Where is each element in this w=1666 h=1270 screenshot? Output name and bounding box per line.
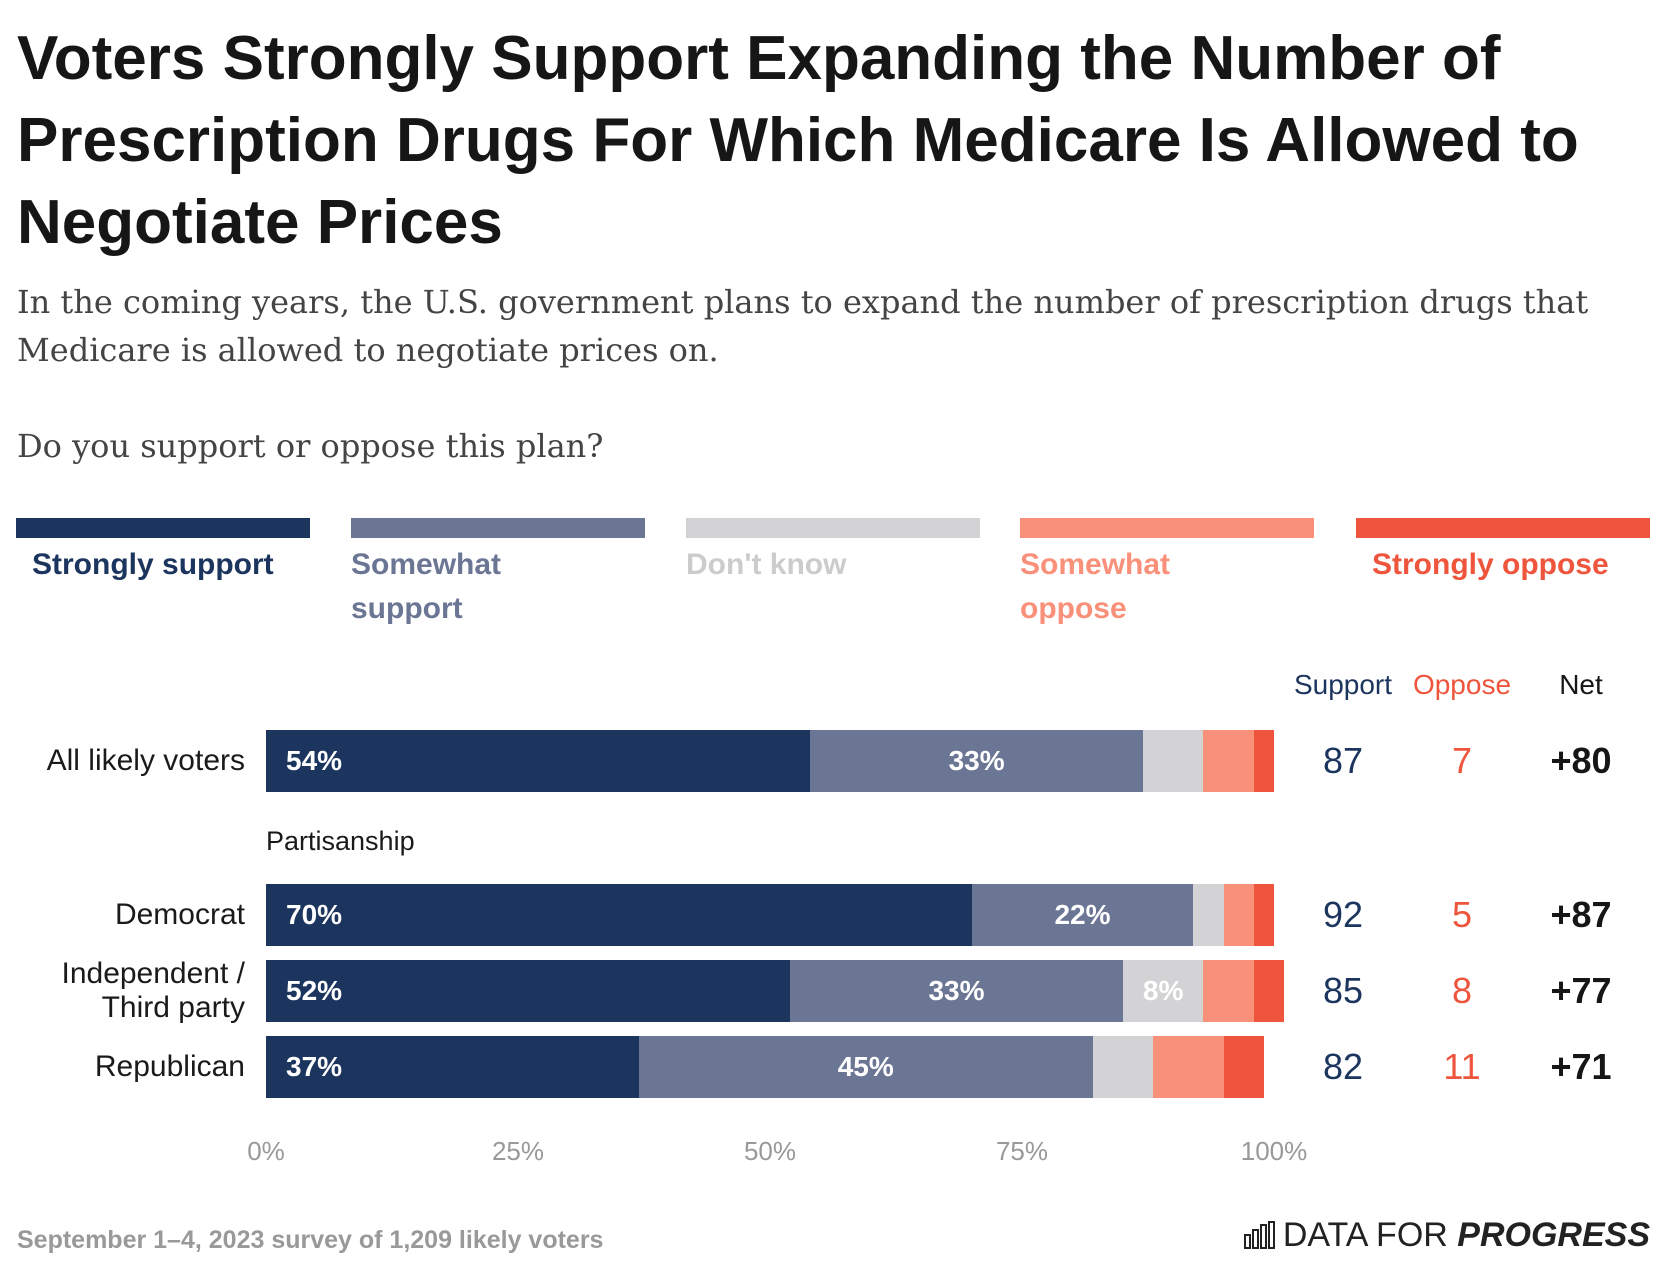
x-tick-label: 0%	[247, 1136, 285, 1166]
legend-label: Strongly oppose	[1372, 548, 1609, 581]
chart-title: Voters Strongly Support Expanding the Nu…	[17, 24, 1579, 257]
bar-segment	[1253, 730, 1274, 792]
x-tick-label: 50%	[743, 1136, 797, 1166]
bar-segment	[1193, 884, 1224, 946]
table-cell: 92	[1322, 894, 1364, 935]
bar-segment	[1122, 960, 1204, 1022]
x-tick-label: 25%	[491, 1136, 545, 1166]
table-cell: +87	[1550, 894, 1612, 935]
category-label: Independent / Third party	[5, 957, 245, 1024]
bar-segment	[1092, 1036, 1154, 1098]
legend-swatch	[16, 518, 310, 538]
bar-segment	[1203, 730, 1254, 792]
bar-segment	[1253, 884, 1274, 946]
value-label: 22%	[1054, 899, 1111, 930]
subtitle: In the coming years, the U.S. government…	[17, 283, 1589, 369]
table-cell: 5	[1451, 894, 1473, 935]
bar-segment	[1153, 1036, 1224, 1098]
value-label: 33%	[948, 745, 1005, 776]
bar-segment	[971, 884, 1194, 946]
value-label: 37%	[286, 1051, 343, 1082]
category-text: Democrat	[114, 898, 245, 931]
bar-segment	[790, 960, 1123, 1022]
column-header: Support	[1293, 669, 1393, 700]
value-label: 33%	[928, 975, 985, 1006]
value-label: 54%	[286, 745, 343, 776]
category-label: Republican	[5, 1036, 245, 1098]
table-cell: 7	[1451, 740, 1473, 781]
legend-label: Strongly support	[32, 548, 274, 581]
bar-segment	[810, 730, 1143, 792]
value-label: 52%	[286, 975, 343, 1006]
bar-segment	[1203, 960, 1254, 1022]
legend-swatch	[351, 518, 645, 538]
category-label: Democrat	[5, 884, 245, 946]
table-cell: 87	[1322, 740, 1364, 781]
group-label: Partisanship	[266, 826, 415, 856]
legend-swatch	[686, 518, 980, 538]
bar-segment	[266, 730, 811, 792]
footnote: September 1–4, 2023 survey of 1,209 like…	[17, 1226, 604, 1254]
category-text: All likely voters	[46, 744, 245, 777]
bar-segment	[638, 1036, 1093, 1098]
bar-segment	[1142, 730, 1204, 792]
legend-label: Somewhat support	[351, 548, 502, 625]
bar-segment	[1253, 960, 1285, 1022]
value-label: 45%	[837, 1051, 894, 1082]
value-label: 8%	[1142, 975, 1184, 1006]
x-tick-label: 100%	[1240, 1136, 1308, 1166]
table-cell: 85	[1322, 970, 1364, 1011]
category-text: Republican	[94, 1050, 245, 1083]
column-header: Oppose	[1412, 669, 1512, 700]
x-tick-label: 75%	[995, 1136, 1049, 1166]
bar-segment	[266, 960, 791, 1022]
table-cell: 11	[1443, 1046, 1481, 1087]
legend-label: Don't know	[686, 548, 847, 581]
table-cell: 82	[1322, 1046, 1364, 1087]
legend-swatch	[1356, 518, 1650, 538]
brand-text-bold: PROGRESS	[1457, 1216, 1650, 1254]
bar-segment	[1223, 1036, 1264, 1098]
table-cell: +80	[1550, 740, 1612, 781]
bar-segment	[266, 1036, 639, 1098]
legend-label: Somewhat oppose	[1020, 548, 1171, 625]
brand-logo: DATA FOR PROGRESS	[1243, 1216, 1650, 1255]
category-label: All likely voters	[5, 730, 245, 792]
bar-segment	[266, 884, 972, 946]
column-header: Net	[1559, 669, 1603, 700]
logo-icon	[1243, 1221, 1275, 1249]
brand-text: DATA FOR	[1282, 1216, 1448, 1254]
question: Do you support or oppose this plan?	[17, 427, 604, 465]
legend-swatch	[1020, 518, 1314, 538]
table-cell: 8	[1451, 970, 1473, 1011]
table-cell: +77	[1550, 970, 1612, 1011]
table-cell: +71	[1550, 1046, 1612, 1087]
category-text: Independent / Third party	[61, 957, 245, 1024]
bar-segment	[1223, 884, 1254, 946]
value-label: 70%	[286, 899, 343, 930]
